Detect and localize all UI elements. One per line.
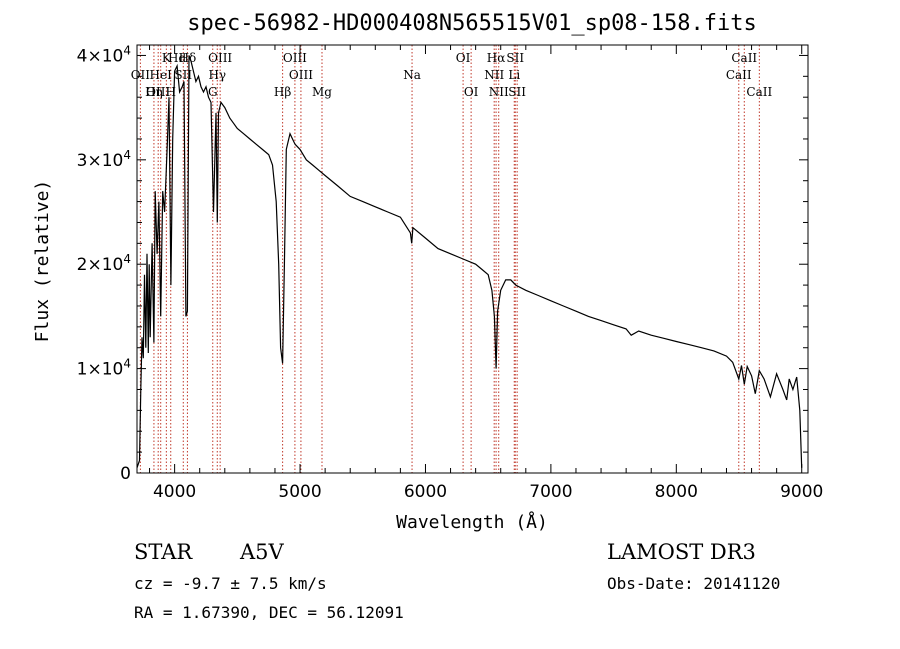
line-id-label: Na (403, 68, 421, 82)
x-tick-label: 5000 (278, 482, 321, 502)
y-tick-label: 1×104 (77, 357, 131, 380)
y-tick-label: 0 (120, 464, 131, 484)
obs-date: Obs-Date: 20141120 (607, 574, 781, 593)
line-id-label: SII (506, 51, 524, 65)
x-tick-label: 8000 (655, 482, 698, 502)
x-tick-label: 4000 (153, 482, 196, 502)
line-id-label: Hα (487, 51, 506, 65)
object-subclass: A5V (240, 540, 284, 564)
line-id-label: Mg (312, 85, 332, 99)
chart-title: spec-56982-HD000408N565515V01_sp08-158.f… (187, 11, 757, 36)
line-id-label: OIII (283, 51, 307, 65)
line-id-label: OI (464, 85, 479, 99)
line-id-label: OI (456, 51, 471, 65)
x-tick-label: 9000 (780, 482, 823, 502)
line-id-label: Hγ (208, 68, 226, 82)
redshift-text: cz = -9.7 ± 7.5 km/s (134, 574, 327, 593)
line-id-label: K (162, 51, 172, 65)
line-id-label: SII (174, 68, 192, 82)
y-tick-label: 2×104 (77, 252, 131, 275)
line-id-label: OII (131, 68, 151, 82)
line-id-label: HeI (150, 68, 173, 82)
object-class: STAR (134, 540, 193, 564)
plot-area (136, 55, 803, 468)
line-id-label: G (208, 85, 218, 99)
spectral-line-markers (139, 45, 760, 473)
line-id-label: CaII (726, 68, 752, 82)
line-id-label: OIII (146, 85, 170, 99)
x-tick-label: 6000 (404, 482, 447, 502)
line-id-label: Hβ (274, 85, 291, 99)
y-tick-label: 4×104 (77, 43, 131, 66)
x-tick-label: 7000 (529, 482, 572, 502)
y-axis-label: Flux (relative) (32, 180, 53, 343)
coordinates: RA = 1.67390, DEC = 56.12091 (134, 603, 404, 622)
y-tick-label: 3×104 (77, 148, 131, 171)
line-id-label: Hd (168, 51, 186, 65)
line-id-label: NII (489, 85, 509, 99)
series-spectrum (136, 55, 803, 468)
line-id-label: Hη (145, 85, 163, 99)
line-id-label: OIII (289, 68, 313, 82)
line-id-label: CaII (731, 51, 757, 65)
line-id-label: NII (484, 68, 504, 82)
line-id-label: Li (508, 68, 520, 82)
x-axis-label: Wavelength (Å) (396, 511, 548, 533)
line-id-label: Hδ (179, 51, 197, 65)
line-id-label: CaII (746, 85, 772, 99)
axes: 4000 5000 6000 7000 8000 9000 0 1×104 2×104 3×104… (77, 43, 824, 502)
line-id-label: SII (508, 85, 526, 99)
survey-name: LAMOST DR3 (607, 540, 756, 564)
plot-frame (136, 44, 809, 474)
line-id-label: OIII (208, 51, 232, 65)
line-id-label: H (166, 85, 176, 99)
